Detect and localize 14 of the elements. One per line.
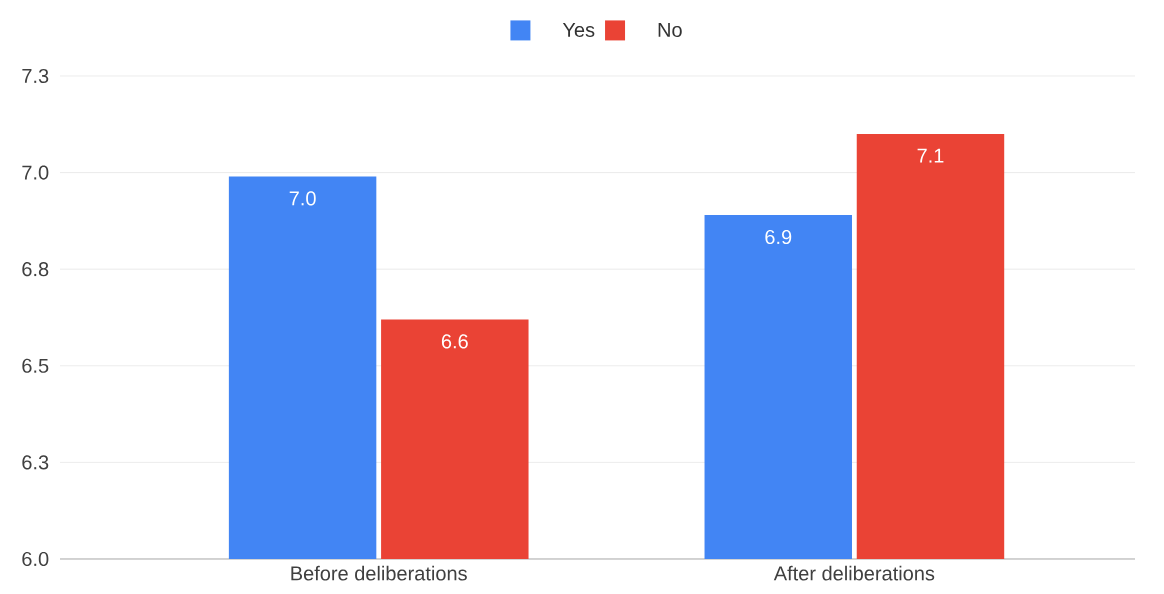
- y-tick-label: 6.5: [22, 358, 49, 373]
- y-tick-label: 6.3: [22, 455, 49, 470]
- legend-label: Yes: [562, 23, 595, 37]
- y-tick-label: 7.0: [22, 165, 49, 180]
- x-tick-label: Before deliberations: [291, 565, 467, 581]
- data-label: 6.9: [765, 229, 792, 245]
- y-tick-label: 6.8: [22, 262, 49, 277]
- legend-label: No: [658, 23, 682, 37]
- data-label: 7.0: [289, 191, 316, 206]
- x-tick-label: After deliberations: [773, 565, 935, 581]
- y-tick-label: 6.0: [22, 551, 49, 567]
- y-tick-label: 7.3: [22, 68, 49, 84]
- data-label: 7.1: [917, 148, 944, 163]
- data-label: 6.6: [441, 334, 468, 349]
